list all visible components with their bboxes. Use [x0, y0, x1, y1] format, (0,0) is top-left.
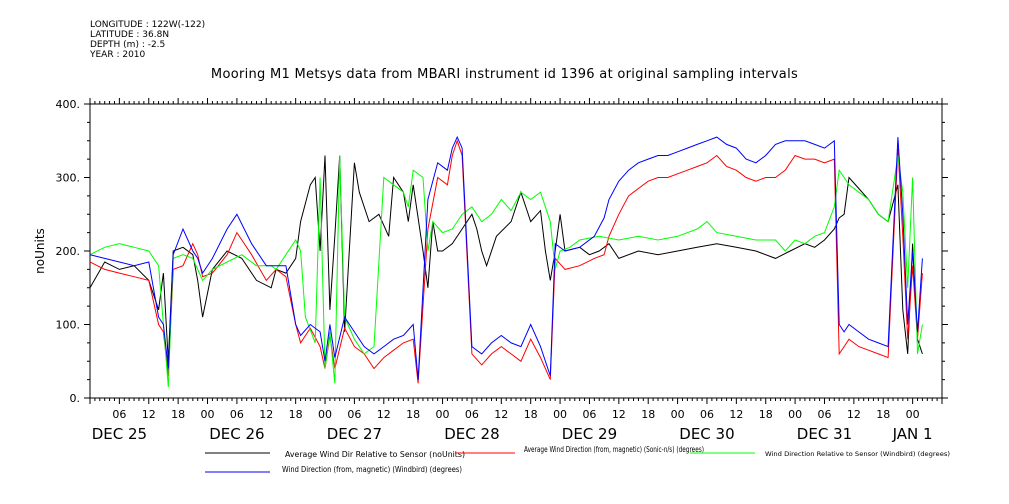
- x-hour-label: 00: [671, 408, 685, 421]
- x-hour-label: 06: [347, 408, 361, 421]
- y-tick-label: 100.: [56, 319, 81, 332]
- x-day-label: DEC 25: [92, 425, 147, 443]
- plot-frame: [89, 103, 943, 399]
- x-hour-label: 00: [906, 408, 920, 421]
- depth-label: DEPTH (m) : -2.5: [90, 40, 166, 50]
- x-day-label: JAN 1: [892, 425, 933, 443]
- x-hour-label: 00: [788, 408, 802, 421]
- y-tick-label: 200.: [56, 245, 81, 258]
- x-hour-label: 12: [847, 408, 861, 421]
- legend-label-3: Wind Direction Relative to Sensor (Windb…: [765, 450, 950, 458]
- x-hour-label: 18: [641, 408, 655, 421]
- series-line-4: [90, 135, 923, 380]
- longitude-label: LONGITUDE : 122W(-122): [90, 20, 206, 30]
- x-hour-label: 18: [406, 408, 420, 421]
- x-hour-label: 18: [524, 408, 538, 421]
- x-hour-label: 06: [112, 408, 126, 421]
- legend-label-2: Average Wind Direction (from, magnetic) …: [524, 445, 704, 454]
- x-hour-label: 12: [259, 408, 273, 421]
- x-hour-label: 06: [582, 408, 596, 421]
- x-hour-label: 12: [377, 408, 391, 421]
- y-tick-label: 300.: [56, 172, 81, 185]
- x-hour-label: 18: [289, 408, 303, 421]
- x-hour-label: 06: [465, 408, 479, 421]
- x-day-label: DEC 30: [679, 425, 734, 443]
- x-hour-label: 12: [142, 408, 156, 421]
- x-hour-label: 18: [759, 408, 773, 421]
- x-hour-label: 00: [201, 408, 215, 421]
- x-hour-label: 18: [171, 408, 185, 421]
- x-hour-label: 00: [436, 408, 450, 421]
- y-tick-label: 0.: [70, 392, 81, 405]
- x-hour-label: 12: [729, 408, 743, 421]
- x-day-label: DEC 31: [797, 425, 852, 443]
- x-hour-label: 12: [612, 408, 626, 421]
- x-hour-label: 06: [230, 408, 244, 421]
- y-axis-label: noUnits: [33, 228, 47, 274]
- chart-title: Mooring M1 Metsys data from MBARI instru…: [210, 67, 799, 82]
- year-label: YEAR : 2010: [90, 50, 146, 60]
- x-hour-label: 00: [318, 408, 332, 421]
- series-line-1: [90, 155, 923, 362]
- legend-label-4: Wind Direction (from, magnetic) (Windbir…: [282, 465, 462, 474]
- x-hour-label: 06: [817, 408, 831, 421]
- latitude-label: LATITUDE : 36.8N: [90, 30, 170, 40]
- x-hour-label: 18: [876, 408, 890, 421]
- x-day-label: DEC 28: [444, 425, 499, 443]
- x-hour-label: 12: [494, 408, 508, 421]
- legend-label-1: Average Wind Dir Relative to Sensor (noU…: [285, 450, 465, 459]
- x-day-label: DEC 29: [562, 425, 617, 443]
- x-hour-label: 06: [700, 408, 714, 421]
- x-day-label: DEC 27: [327, 425, 382, 443]
- x-hour-label: 00: [553, 408, 567, 421]
- x-day-label: DEC 26: [209, 425, 264, 443]
- series-line-3: [90, 155, 923, 388]
- y-tick-label: 400.: [56, 98, 81, 111]
- series-line-2: [90, 139, 923, 384]
- metadata-block: LONGITUDE : 122W(-122) LATITUDE : 36.8N …: [90, 20, 205, 60]
